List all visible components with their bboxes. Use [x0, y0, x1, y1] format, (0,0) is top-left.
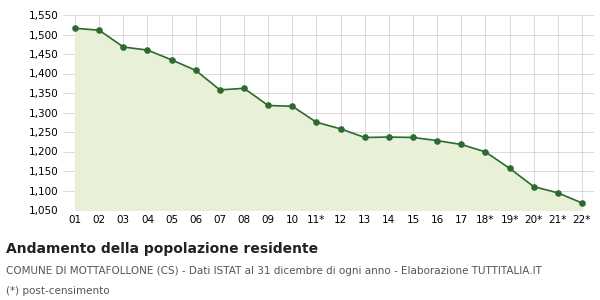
Point [408, 135, 418, 140]
Point [529, 184, 538, 189]
Text: COMUNE DI MOTTAFOLLONE (CS) - Dati ISTAT al 31 dicembre di ogni anno - Elaborazi: COMUNE DI MOTTAFOLLONE (CS) - Dati ISTAT… [6, 266, 542, 275]
Point [70, 26, 80, 31]
Point [384, 135, 394, 140]
Point [215, 88, 224, 92]
Point [94, 28, 104, 33]
Point [143, 48, 152, 52]
Point [505, 166, 514, 171]
Point [263, 103, 273, 108]
Point [577, 201, 587, 206]
Point [433, 138, 442, 143]
Point [553, 190, 563, 195]
Point [287, 104, 297, 109]
Point [336, 127, 346, 131]
Point [239, 86, 249, 91]
Point [191, 68, 200, 73]
Point [167, 58, 176, 62]
Text: (*) post-censimento: (*) post-censimento [6, 286, 110, 296]
Point [457, 142, 466, 147]
Point [360, 135, 370, 140]
Point [311, 120, 321, 125]
Point [481, 149, 490, 154]
Point [119, 45, 128, 50]
Text: Andamento della popolazione residente: Andamento della popolazione residente [6, 242, 318, 256]
